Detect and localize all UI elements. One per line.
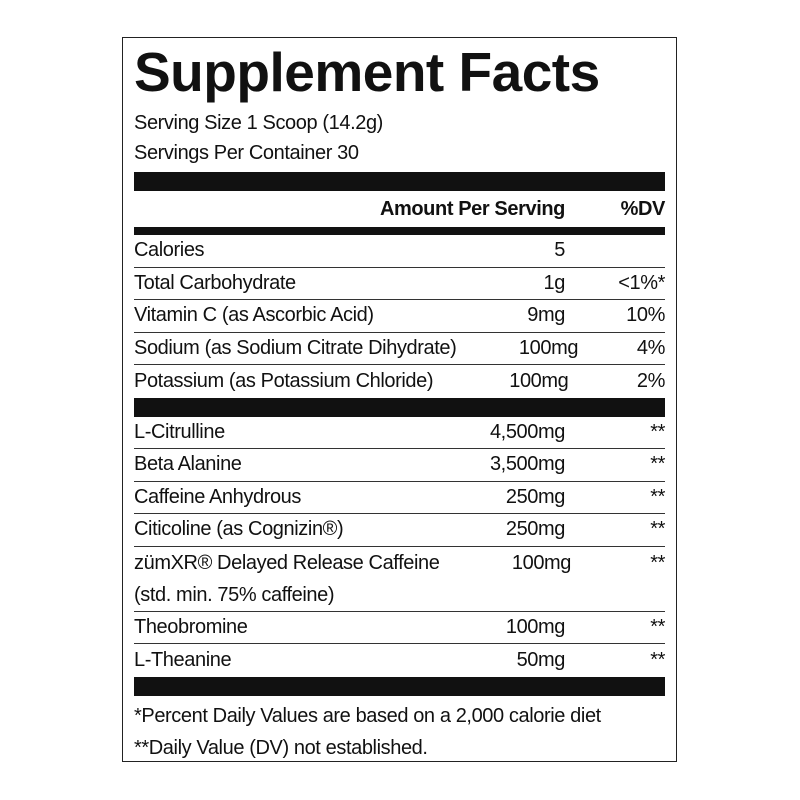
amount: 5 (554, 239, 565, 262)
table-row: Beta Alanine 3,500mg ** (134, 449, 665, 482)
amount: 250mg (505, 518, 566, 541)
table-row: Potassium (as Potassium Chloride) 100mg 2% (134, 365, 665, 398)
divider-bar (134, 172, 665, 191)
name-line: L-Citrulline (134, 420, 225, 443)
serving-size: Serving Size 1 Scoop (14.2g) (134, 112, 383, 134)
amount: 4,500mg (489, 420, 565, 443)
footnote: **Daily Value (DV) not established. (134, 736, 428, 759)
dv-header: %DV (620, 197, 666, 220)
daily-value: ** (650, 615, 665, 638)
table-row: Sodium (as Sodium Citrate Dihydrate) 100m… (134, 333, 666, 365)
amount: 100mg (509, 369, 569, 392)
name-line: Theobromine (134, 615, 248, 638)
table-row: zümXR® Delayed Release Caffeine (std. min… (134, 547, 665, 612)
daily-value: 2% (636, 369, 666, 392)
ingredient-name: Total Carbohydrate (134, 272, 425, 295)
ingredient-name: Vitamin C (as Ascorbic Acid) (134, 304, 425, 327)
amount: 9mg (527, 304, 565, 327)
daily-value: ** (650, 518, 665, 541)
amount: 3,500mg (489, 453, 565, 476)
ingredient-name: Potassium (as Potassium Chloride) (134, 369, 434, 393)
table-row: Caffeine Anhydrous 250mg ** (134, 482, 665, 514)
table-row: Vitamin C (as Ascorbic Acid) 9mg 10% (134, 300, 665, 333)
ingredient-name: L-Citrulline (134, 421, 425, 444)
name-line: L-Theanine (134, 648, 232, 671)
ingredient-name: Citicoline (as Cognizin®) (134, 518, 425, 541)
table-row: Calories 5 (134, 235, 665, 268)
amount: 50mg (516, 648, 566, 671)
daily-value: ** (650, 551, 665, 574)
amount: 250mg (505, 485, 566, 508)
name-line: Total Carbohydrate (134, 271, 296, 294)
daily-value: <1%* (618, 271, 665, 294)
amount: 1g (543, 271, 566, 294)
amount: 100mg (505, 615, 566, 638)
daily-value: ** (650, 485, 665, 508)
amount: 100mg (511, 551, 572, 574)
ingredient-name: Sodium (as Sodium Citrate Dihydrate) (134, 336, 457, 360)
ingredient-name: L-Theanine (134, 649, 425, 672)
footnote: *Percent Daily Values are based on a 2,0… (134, 704, 601, 727)
table-row: Theobromine 100mg ** (134, 612, 665, 644)
table-row: L-Theanine 50mg ** (134, 644, 665, 677)
ingredient-name: zümXR® Delayed Release Caffeine (std. min… (134, 547, 440, 611)
name-line: Vitamin C (as Ascorbic Acid) (134, 304, 374, 327)
daily-value: ** (650, 420, 665, 443)
name-line: Caffeine Anhydrous (134, 485, 301, 508)
divider-bar (134, 227, 665, 235)
panel-title: Supplement Facts (134, 41, 600, 103)
table-row: Citicoline (as Cognizin®) 250mg ** (134, 514, 665, 547)
amount-header: Amount Per Serving (379, 197, 565, 220)
ingredient-name: Calories (134, 239, 425, 262)
name-line: (std. min. 75% caffeine) (134, 583, 335, 606)
ingredient-name: Theobromine (134, 616, 425, 639)
supplement-facts-panel: Supplement Facts Serving Size 1 Scoop (1… (122, 37, 677, 762)
daily-value: ** (650, 648, 665, 671)
name-line: Beta Alanine (134, 453, 242, 476)
name-line: zümXR® Delayed Release Caffeine (134, 551, 440, 574)
table-row: L-Citrulline 4,500mg ** (134, 417, 665, 449)
name-line: Sodium (as Sodium Citrate Dihydrate) (134, 336, 457, 359)
ingredient-list: L-Citrulline 4,500mg ** Beta Alanine 3,500mg… (134, 417, 665, 677)
divider-bar (134, 397, 665, 417)
servings-per-container: Servings Per Container 30 (134, 142, 359, 164)
column-header: Amount Per Serving %DV (134, 191, 665, 227)
daily-value: 4% (636, 336, 666, 359)
nutrient-list: Calories 5 Total Carbohydrate 1g <1%* Vitamin… (134, 235, 665, 398)
ingredient-name: Beta Alanine (134, 453, 425, 476)
daily-value: ** (650, 453, 665, 476)
name-line: Potassium (as Potassium Chloride) (134, 369, 434, 392)
amount: 100mg (518, 336, 579, 359)
daily-value: 10% (626, 304, 665, 327)
divider-bar (134, 676, 665, 696)
name-line: Citicoline (as Cognizin®) (134, 518, 344, 541)
name-line: Calories (134, 239, 205, 262)
table-row: Total Carbohydrate 1g <1%* (134, 268, 665, 300)
ingredient-name: Caffeine Anhydrous (134, 486, 425, 509)
footnotes: *Percent Daily Values are based on a 2,0… (134, 700, 665, 764)
